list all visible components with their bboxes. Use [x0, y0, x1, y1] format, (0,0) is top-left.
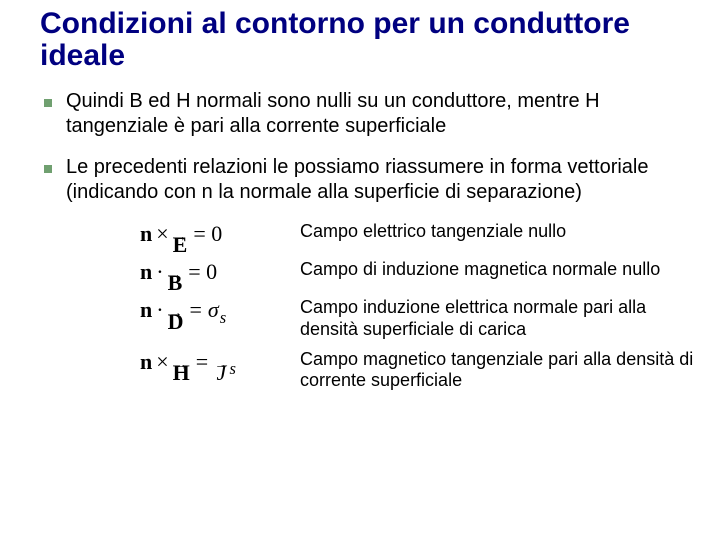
slide-title: Condizioni al contorno per un conduttore… — [40, 8, 700, 71]
equation: n · → D = σ s — [140, 297, 290, 327]
eq-eqsign: = — [189, 297, 201, 323]
eq-n: n — [140, 221, 152, 247]
eq-rhs-sym: σ — [208, 297, 219, 323]
equation-area: n × → E = 0 Campo elettrico tangenziale … — [140, 221, 700, 392]
equation-description: Campo di induzione magnetica normale nul… — [290, 259, 660, 281]
eq-n: n — [140, 297, 152, 323]
equation-description: Campo elettrico tangenziale nullo — [290, 221, 566, 243]
bullet-list: Quindi B ed H normali sono nulli su un c… — [40, 89, 700, 205]
eq-op: · — [156, 297, 163, 323]
eq-rhs: = 0 — [193, 221, 222, 247]
eq-rhs-vec: → J — [214, 362, 228, 379]
eq-field-vec: → E — [173, 234, 188, 251]
eq-n: n — [140, 349, 152, 375]
eq-field-vec: → H — [173, 362, 190, 379]
eq-field-vec: → D — [168, 310, 184, 327]
bullet-item: Le precedenti relazioni le possiamo rias… — [40, 155, 700, 205]
equation-row: n · → B = 0 Campo di induzione magnetica… — [140, 259, 700, 289]
equation: n · → B = 0 — [140, 259, 290, 289]
eq-rhs-sub: s — [230, 359, 236, 379]
eq-rhs-sym: J — [216, 367, 226, 379]
eq-op: × — [156, 221, 168, 247]
equation-row: n · → D = σ s Campo induzione elettrica … — [140, 297, 700, 340]
slide: Condizioni al contorno per un conduttore… — [0, 0, 720, 540]
equation-description: Campo induzione elettrica normale pari a… — [290, 297, 700, 340]
eq-field: E — [173, 239, 188, 251]
bullet-item: Quindi B ed H normali sono nulli su un c… — [40, 89, 700, 139]
equation: n × → E = 0 — [140, 221, 290, 251]
eq-eqsign: = — [196, 349, 208, 375]
eq-field-vec: → B — [168, 272, 183, 289]
eq-field: B — [168, 277, 183, 289]
eq-field: D — [168, 316, 184, 328]
eq-op: · — [156, 259, 163, 285]
equation-row: n × → E = 0 Campo elettrico tangenziale … — [140, 221, 700, 251]
eq-op: × — [156, 349, 168, 375]
equation: n × → H = → J s — [140, 349, 290, 379]
eq-n: n — [140, 259, 152, 285]
eq-rhs: = 0 — [188, 259, 217, 285]
equation-description: Campo magnetico tangenziale pari alla de… — [290, 349, 700, 392]
eq-rhs-sub: s — [220, 308, 226, 328]
eq-field: H — [173, 367, 190, 379]
equation-row: n × → H = → J s Campo magnetico tangenzi… — [140, 349, 700, 392]
